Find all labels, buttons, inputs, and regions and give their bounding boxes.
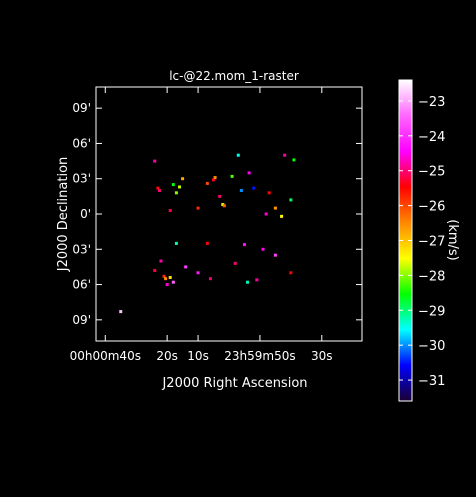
colorbar: −23 −24 −25 −26 −27 −28 −29 −30 −31 (km/s) [398,79,460,402]
x-tick-label: 23h59m50s [224,349,295,363]
data-point [222,204,226,208]
data-point [246,280,250,284]
data-point [205,241,209,245]
data-point [255,278,259,282]
y-axis-label: J2000 Declination [56,157,71,273]
data-point [242,243,246,247]
plot-frame [95,86,363,342]
data-point [119,310,123,314]
data-point [289,271,293,275]
colorbar-ticks: −23 −24 −25 −26 −27 −28 −29 −30 −31 [399,95,445,389]
data-point [247,171,251,175]
data-point [164,277,168,281]
data-point [208,277,212,281]
colorbar-tick-label: −27 [418,235,445,250]
data-point [165,283,169,287]
data-point [184,265,188,269]
data-point [213,176,217,180]
data-point [283,153,287,157]
data-point [157,188,161,192]
data-point [153,268,157,272]
data-point [174,241,178,245]
chart-title: lc-@22.mom_1-raster [169,69,299,83]
y-tick-label: 06' [72,278,91,292]
data-point [230,174,234,178]
colorbar-label: (km/s) [445,219,460,261]
colorbar-tick-label: −30 [418,339,445,354]
data-point [196,206,200,210]
data-point [267,191,271,195]
y-tick-label: 0' [80,207,91,221]
data-point [212,178,216,182]
data-point [153,159,157,163]
colorbar-tick-label: −23 [418,95,445,110]
colorbar-tick-label: −29 [418,304,445,319]
data-point [273,206,277,210]
data-point [181,177,185,181]
data-point [218,194,222,198]
data-point [236,153,240,157]
x-axis-ticks: 00h00m40s 20s 10s 23h59m50s 30s [70,87,333,363]
y-axis-ticks: 09' 06' 03' 0' 03' 06' 09' [72,101,362,327]
data-point [168,276,172,279]
x-tick-label: 10s [187,349,209,363]
data-point [273,253,277,257]
data-point [221,203,225,207]
data-point [171,280,175,284]
x-axis-label: J2000 Right Ascension [161,376,307,391]
y-tick-label: 06' [72,136,91,150]
data-points [119,153,296,314]
y-tick-label: 03' [72,172,91,186]
data-point [292,158,296,162]
x-tick-label: 00h00m40s [70,349,141,363]
data-point [171,183,175,187]
y-tick-label: 09' [72,313,91,327]
colorbar-tick-label: −26 [418,200,445,215]
data-point [159,259,163,263]
data-point [178,185,182,189]
plot-area: 00h00m40s 20s 10s 23h59m50s 30s 09'06'03'0'0… [70,86,363,363]
y-tick-label: 09' [72,101,91,115]
colorbar-tick-label: −31 [418,374,445,389]
data-point [174,191,178,195]
data-point [162,274,166,278]
data-point [233,261,237,265]
colorbar-tick-label: −24 [418,130,445,145]
data-point [261,247,265,251]
data-point [205,181,209,185]
colorbar-tick-label: −25 [418,165,445,180]
y-tick-label: 03' [72,242,91,256]
data-point [280,214,284,218]
data-point [168,208,172,212]
data-point [156,186,160,190]
data-point [239,188,243,192]
x-tick-label: 30s [311,349,333,363]
data-point [252,186,256,190]
data-point [289,198,293,202]
colorbar-tick-label: −28 [418,269,445,284]
data-point [264,212,268,216]
data-point [196,271,200,275]
x-tick-label: 20s [156,349,178,363]
